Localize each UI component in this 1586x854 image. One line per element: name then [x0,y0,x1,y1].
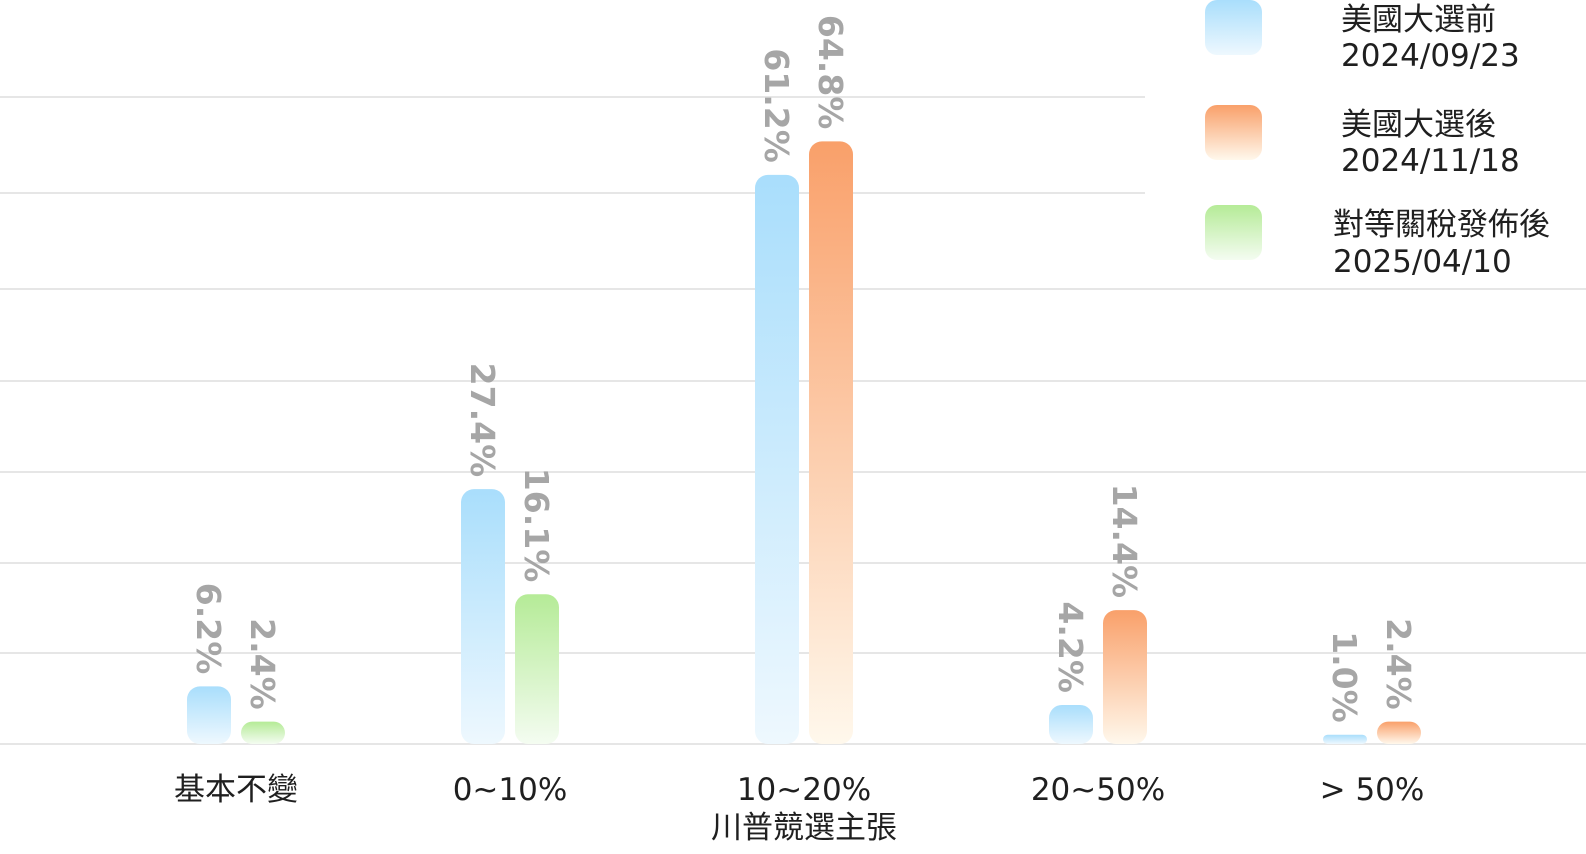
legend-series-date: 2024/09/23 [1341,38,1520,74]
legend-swatch [1205,0,1262,55]
category-label: 基本不變 [174,772,298,808]
bar [1049,704,1093,744]
legend-series-date: 2025/04/10 [1333,244,1512,280]
category-sublabel: 川普競選主張 [711,810,897,846]
legend-series-name: 美國大選前 [1341,2,1496,38]
bar [1323,734,1367,744]
legend-series-name: 對等關稅發佈後 [1333,207,1550,243]
category-label: 10~20% [737,772,871,808]
category-labels: 基本不變 0~10% 10~20%川普競選主張 20~50% > 50% [174,772,1424,846]
legend-series-date: 2024/11/18 [1341,143,1520,179]
bar-value-label: 6.2% [189,583,228,675]
bar [241,721,285,744]
bar-value-label: 27.4% [463,363,502,478]
bar [809,141,853,745]
bar-value-label: 16.1% [517,468,556,583]
bar [515,594,559,744]
bar [1103,610,1147,744]
value-labels: 6.2% 2.4% 27.4% 16.1% 61.2% 64.8% 4.2% 14.4% 1.0… [189,15,1418,723]
bar [461,489,505,744]
bar-value-label: 2.4% [243,618,282,710]
category-label: 0~10% [453,772,568,808]
bar-value-label: 4.2% [1051,601,1090,693]
legend-swatch [1205,205,1262,260]
bar-value-label: 64.8% [811,15,850,130]
bar [1377,721,1421,744]
bar-value-label: 2.4% [1379,618,1418,710]
bar-value-label: 1.0% [1325,631,1364,723]
bar [755,174,799,745]
category-label: > 50% [1320,772,1425,808]
legend-swatch [1205,105,1262,160]
legend-series-name: 美國大選後 [1341,107,1496,143]
bar [187,686,231,744]
bar-value-label: 14.4% [1105,484,1144,599]
bar-value-label: 61.2% [757,48,796,163]
category-label: 20~50% [1031,772,1165,808]
bar-group [187,141,1421,745]
